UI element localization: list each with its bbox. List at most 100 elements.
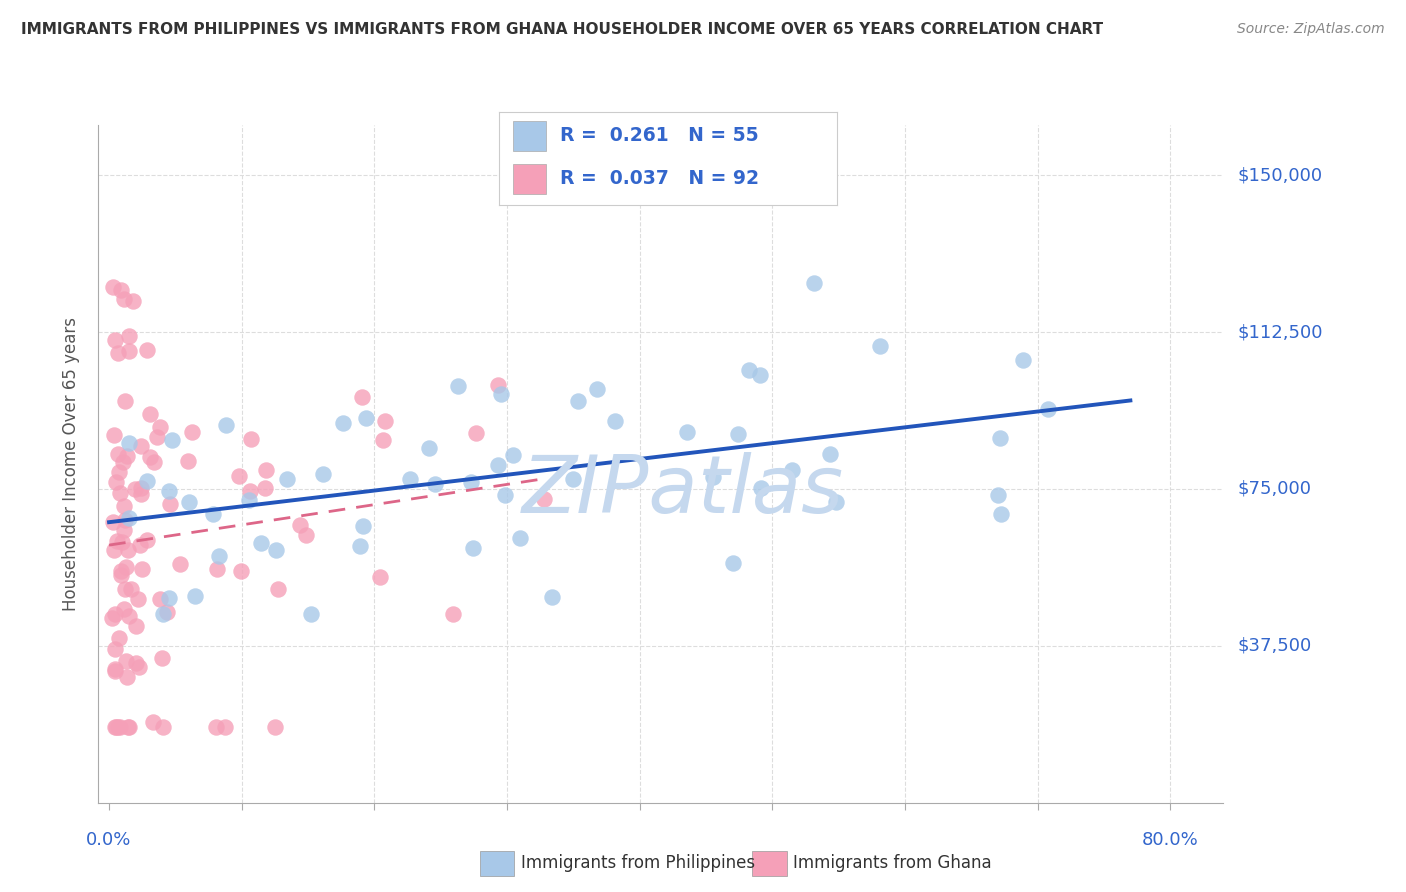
Point <box>204 721 226 735</box>
Point <box>104 607 127 622</box>
Bar <box>752 851 786 876</box>
Point <box>110 564 132 578</box>
Point <box>676 425 699 440</box>
Text: R =  0.261   N = 55: R = 0.261 N = 55 <box>560 127 758 145</box>
Point <box>115 560 138 574</box>
Point <box>131 439 153 453</box>
Point <box>127 592 149 607</box>
Point <box>117 542 139 557</box>
Point <box>128 659 150 673</box>
Point <box>136 474 159 488</box>
Point <box>149 591 172 606</box>
Text: $75,000: $75,000 <box>1237 480 1312 498</box>
Point <box>118 511 141 525</box>
Point <box>264 721 287 735</box>
Point <box>124 482 146 496</box>
Point <box>146 429 169 443</box>
Point <box>446 379 468 393</box>
Point <box>585 382 607 396</box>
Point <box>180 425 202 439</box>
Point <box>118 329 141 343</box>
Point <box>152 607 174 622</box>
Bar <box>513 164 547 194</box>
Point <box>540 590 562 604</box>
Point <box>117 449 139 463</box>
Point <box>231 564 253 578</box>
Text: R =  0.037   N = 92: R = 0.037 N = 92 <box>560 169 759 188</box>
Point <box>176 454 198 468</box>
Point <box>112 523 135 537</box>
Point <box>738 363 761 377</box>
Point <box>702 470 724 484</box>
Point <box>356 411 378 425</box>
Point <box>131 561 153 575</box>
Point <box>157 483 180 498</box>
Point <box>208 549 231 564</box>
Point <box>110 283 132 297</box>
Point <box>104 642 127 657</box>
Point <box>723 556 745 570</box>
Point <box>780 463 803 477</box>
Point <box>114 394 136 409</box>
Point <box>312 467 335 481</box>
Point <box>398 472 420 486</box>
Point <box>104 475 127 490</box>
Point <box>820 447 842 461</box>
Text: Immigrants from Philippines: Immigrants from Philippines <box>520 855 755 872</box>
Point <box>129 487 152 501</box>
Point <box>803 277 825 291</box>
Text: $112,500: $112,500 <box>1237 323 1323 341</box>
Point <box>267 582 290 596</box>
Point <box>107 346 129 360</box>
Point <box>104 333 127 347</box>
Point <box>567 394 589 409</box>
Point <box>990 507 1012 521</box>
Point <box>142 715 165 730</box>
Point <box>295 527 318 541</box>
Point <box>152 651 174 665</box>
Point <box>159 497 181 511</box>
Y-axis label: Householder Income Over 65 years: Householder Income Over 65 years <box>62 317 80 611</box>
Point <box>103 428 125 442</box>
Text: 80.0%: 80.0% <box>1142 830 1198 848</box>
Text: 0.0%: 0.0% <box>86 830 132 848</box>
Point <box>104 721 127 735</box>
Point <box>748 368 770 382</box>
Point <box>136 533 159 547</box>
Point <box>142 455 165 469</box>
Point <box>751 481 773 495</box>
Point <box>332 416 354 430</box>
Point <box>114 582 136 596</box>
Point <box>115 670 138 684</box>
Point <box>104 664 127 678</box>
Point <box>533 491 555 506</box>
Point <box>486 377 509 392</box>
Point <box>118 436 141 450</box>
Point <box>112 499 135 513</box>
Point <box>214 418 236 433</box>
Point <box>104 721 127 735</box>
Point <box>101 279 124 293</box>
Point <box>155 605 177 619</box>
Point <box>104 662 127 676</box>
Point <box>108 465 131 479</box>
Point <box>502 448 524 462</box>
Point <box>239 432 262 446</box>
Point <box>120 582 142 597</box>
Point <box>418 441 440 455</box>
Point <box>368 570 391 584</box>
Point <box>112 602 135 616</box>
Point <box>254 462 277 476</box>
Point <box>988 431 1011 445</box>
Bar <box>481 851 515 876</box>
Point <box>110 568 132 582</box>
Point <box>129 481 152 495</box>
Point <box>727 427 749 442</box>
Point <box>117 343 139 358</box>
Point <box>108 721 131 735</box>
Point <box>253 481 276 495</box>
Point <box>117 721 139 735</box>
Point <box>239 484 262 499</box>
Text: Source: ZipAtlas.com: Source: ZipAtlas.com <box>1237 22 1385 37</box>
Point <box>129 538 152 552</box>
